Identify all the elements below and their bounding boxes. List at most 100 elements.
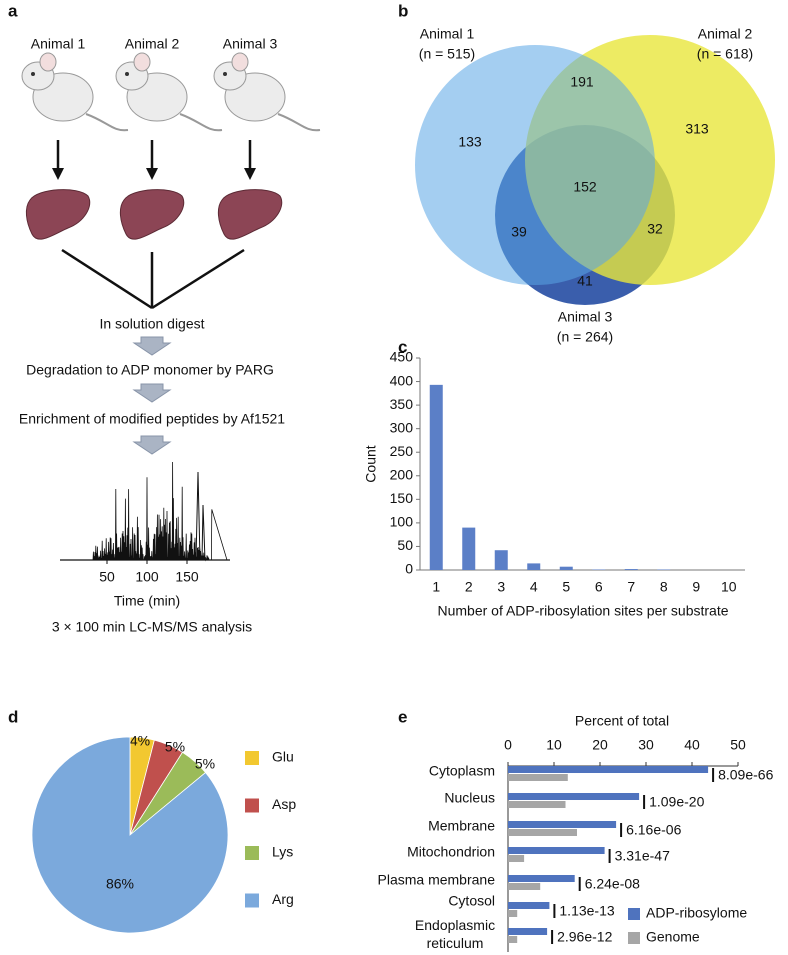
mouse bbox=[21, 52, 129, 132]
x-tick-label: 9 bbox=[692, 579, 700, 595]
x-tick-label: 7 bbox=[627, 579, 635, 595]
animal-label: Animal 1 bbox=[31, 36, 86, 52]
x-tick-label: 2 bbox=[465, 579, 473, 595]
y-tick-label: Endoplasmic reticulum bbox=[415, 917, 495, 951]
liver bbox=[217, 189, 283, 240]
y-tick-label: Cytosol bbox=[448, 893, 495, 909]
x-tick-label: 100 bbox=[135, 569, 159, 585]
bar bbox=[508, 855, 525, 862]
x-tick-label: 20 bbox=[592, 737, 608, 753]
legend-label: Glu bbox=[272, 749, 294, 765]
y-tick-label: 350 bbox=[390, 396, 414, 412]
liver bbox=[25, 189, 91, 240]
animal-label: Animal 2 bbox=[125, 36, 180, 52]
bar bbox=[508, 821, 617, 828]
mouse-eye bbox=[125, 72, 129, 76]
mouse-tail bbox=[179, 113, 223, 132]
legend-swatch bbox=[245, 846, 259, 860]
p-value: 8.09e-66 bbox=[718, 767, 773, 783]
bar bbox=[508, 902, 550, 909]
p-value: 1.09e-20 bbox=[649, 794, 704, 810]
bar bbox=[508, 774, 568, 781]
legend-label: Arg bbox=[272, 891, 294, 907]
step-label: Degradation to ADP monomer by PARG bbox=[26, 362, 274, 378]
y-tick-label: Plasma membrane bbox=[378, 872, 496, 888]
p-value: 6.24e-08 bbox=[585, 876, 640, 892]
set-count: (n = 618) bbox=[697, 46, 753, 62]
slice-label: 5% bbox=[195, 756, 215, 772]
set-label: Animal 2 bbox=[698, 26, 753, 42]
legend-swatch bbox=[245, 751, 259, 765]
x-tick-label: 10 bbox=[546, 737, 562, 753]
slice-label: 86% bbox=[106, 876, 134, 892]
arrow-head bbox=[244, 168, 256, 180]
x-tick-label: 6 bbox=[595, 579, 603, 595]
mouse-ear bbox=[231, 52, 249, 72]
y-tick-label: 300 bbox=[390, 419, 414, 435]
step-arrow bbox=[132, 435, 172, 455]
caption: 3 × 100 min LC-MS/MS analysis bbox=[52, 619, 252, 635]
y-tick-label: Membrane bbox=[428, 818, 495, 834]
bar bbox=[508, 883, 541, 890]
mouse-eye bbox=[31, 72, 35, 76]
bar bbox=[559, 566, 573, 570]
panel-label: c bbox=[398, 337, 407, 356]
arrow-head bbox=[52, 168, 64, 180]
bar bbox=[508, 801, 566, 808]
x-tick-label: 8 bbox=[660, 579, 668, 595]
legend-label: ADP-ribosylome bbox=[646, 905, 747, 921]
arrow-head bbox=[146, 168, 158, 180]
region-count: 41 bbox=[577, 273, 593, 289]
region-count: 313 bbox=[685, 121, 709, 137]
bar bbox=[508, 829, 577, 836]
animal-label: Animal 3 bbox=[223, 36, 278, 52]
pie-slice bbox=[31, 736, 229, 934]
panel-label: e bbox=[398, 707, 407, 726]
p-value: 3.31e-47 bbox=[615, 848, 670, 864]
y-tick-label: Mitochondrion bbox=[407, 844, 495, 860]
set-count: (n = 515) bbox=[419, 46, 475, 62]
y-tick-label: 250 bbox=[390, 443, 414, 459]
bar bbox=[508, 847, 605, 854]
x-tick-label: 40 bbox=[684, 737, 700, 753]
x-tick-label: 50 bbox=[99, 569, 115, 585]
mouse-eye bbox=[223, 72, 227, 76]
y-tick-label: Cytoplasm bbox=[429, 763, 495, 779]
x-tick-label: 50 bbox=[730, 737, 746, 753]
merge-line bbox=[61, 248, 153, 310]
bar bbox=[508, 766, 709, 773]
step-label: In solution digest bbox=[99, 316, 204, 332]
region-count: 191 bbox=[570, 74, 594, 90]
bar bbox=[508, 928, 548, 935]
x-tick-label: 1 bbox=[432, 579, 440, 595]
y-tick-label: 200 bbox=[390, 466, 414, 482]
liver bbox=[119, 189, 185, 240]
x-tick-label: 4 bbox=[530, 579, 538, 595]
x-tick-label: 3 bbox=[497, 579, 505, 595]
set-count: (n = 264) bbox=[557, 329, 613, 345]
bar bbox=[508, 910, 518, 917]
panel-label: a bbox=[8, 1, 18, 20]
bar bbox=[508, 793, 640, 800]
legend-swatch bbox=[245, 893, 259, 908]
p-value: 2.96e-12 bbox=[557, 929, 612, 945]
y-tick-label: Nucleus bbox=[444, 790, 495, 806]
y-tick-label: 400 bbox=[390, 372, 414, 388]
legend-label: Lys bbox=[272, 844, 293, 860]
y-tick-label: 50 bbox=[397, 537, 413, 553]
step-label: Enrichment of modified peptides by Af152… bbox=[19, 411, 285, 427]
legend-swatch bbox=[628, 932, 640, 944]
bar bbox=[429, 384, 443, 570]
legend-swatch bbox=[628, 908, 640, 920]
legend-label: Genome bbox=[646, 929, 700, 945]
slice-label: 4% bbox=[130, 733, 150, 749]
mouse-ear bbox=[39, 52, 57, 72]
region-count: 39 bbox=[511, 224, 527, 240]
y-tick-label: 450 bbox=[390, 349, 414, 365]
legend-label: Asp bbox=[272, 796, 296, 812]
region-count: 152 bbox=[573, 179, 597, 195]
p-value: 6.16e-06 bbox=[626, 822, 681, 838]
bar bbox=[527, 563, 541, 570]
x-tick-label: 150 bbox=[175, 569, 199, 585]
